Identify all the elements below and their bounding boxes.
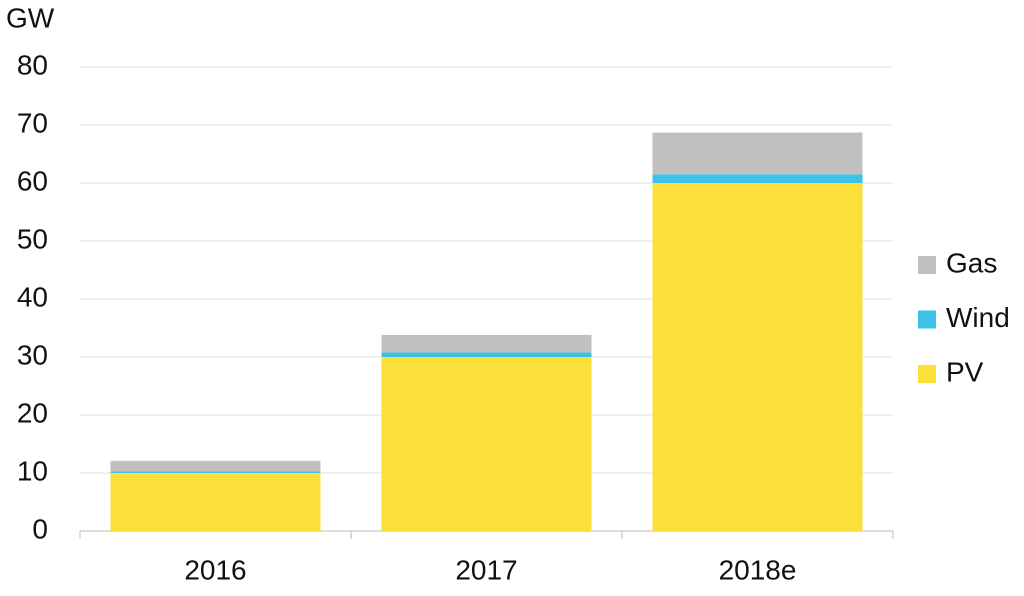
- legend-label: Gas: [946, 247, 997, 278]
- bar-segment: [110, 473, 321, 531]
- y-tick-label: 30: [17, 339, 48, 370]
- bar-segment: [110, 460, 321, 472]
- y-tick-label: 20: [17, 397, 48, 428]
- y-tick-label: 40: [17, 281, 48, 312]
- legend-label: PV: [946, 356, 984, 387]
- y-tick-label: 50: [17, 223, 48, 254]
- bar-segment: [381, 352, 592, 357]
- x-tick-label: 2016: [184, 554, 246, 585]
- bar-segment: [381, 334, 592, 353]
- y-tick-label: 10: [17, 455, 48, 486]
- bar-segment: [381, 357, 592, 531]
- bar-segment: [652, 183, 863, 531]
- bar-segment: [652, 174, 863, 183]
- y-tick-label: 80: [17, 49, 48, 80]
- legend-swatch: [918, 310, 936, 329]
- legend-swatch: [918, 365, 936, 383]
- bar-segment: [110, 471, 321, 473]
- y-axis-label: GW: [6, 2, 55, 33]
- legend-label: Wind: [946, 302, 1010, 333]
- legend-swatch: [918, 256, 936, 274]
- y-tick-label: 70: [17, 107, 48, 138]
- x-tick-label: 2017: [455, 554, 517, 585]
- x-tick-label: 2018e: [719, 554, 797, 585]
- y-tick-label: 60: [17, 165, 48, 196]
- bar-segment: [652, 132, 863, 175]
- y-tick-label: 0: [32, 513, 48, 544]
